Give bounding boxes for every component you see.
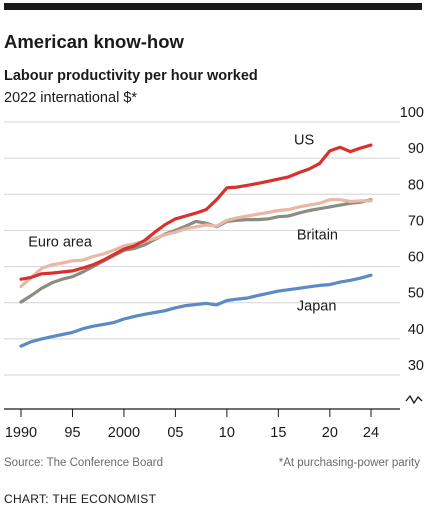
series-label-britain: Britain: [297, 227, 338, 243]
y-tick-label: 50: [408, 286, 424, 302]
y-tick-label: 70: [408, 213, 424, 229]
y-tick-label: 80: [408, 177, 424, 193]
series-line-euro-area: [19, 198, 373, 288]
series-lines: [19, 143, 373, 348]
axis-break-icon: [405, 394, 423, 405]
y-tick-label: 60: [408, 250, 424, 266]
x-tick-label: 10: [219, 425, 235, 441]
series-labels: US Euro area Britain Japan: [28, 132, 338, 314]
x-tick-label: 05: [167, 425, 183, 441]
y-tick-label: 90: [408, 141, 424, 157]
x-axis: 1990 95 2000 05 10 15 20 24: [4, 408, 400, 441]
x-tick-label: 1990: [5, 425, 37, 441]
x-tick-label: 95: [64, 425, 80, 441]
series-line-us: [19, 143, 373, 281]
chart-credit: CHART: THE ECONOMIST: [4, 492, 157, 506]
chart-subtitle: Labour productivity per hour worked: [4, 68, 258, 84]
series-label-japan: Japan: [297, 299, 337, 315]
x-tick-label: 24: [363, 425, 379, 441]
x-tick-label: 2000: [108, 425, 140, 441]
footnote: *At purchasing-power parity: [279, 457, 421, 469]
chart-title: American know-how: [4, 31, 184, 52]
series-line-britain: [19, 198, 373, 304]
y-tick-label: 30: [408, 358, 424, 374]
series-label-us: US: [294, 132, 314, 148]
top-rule: [4, 3, 422, 10]
x-tick-label: 15: [270, 425, 286, 441]
source-note: Source: The Conference Board: [4, 457, 163, 469]
series-label-euro-area: Euro area: [28, 235, 93, 251]
y-tick-label: 40: [408, 322, 424, 338]
y-axis-ticks: 30 40 50 60 70 80 90 100: [400, 105, 424, 374]
x-tick-label: 20: [322, 425, 338, 441]
unit-label: 2022 international $*: [4, 90, 137, 106]
axis-break-mark: [405, 394, 423, 405]
y-tick-label: 100: [400, 105, 424, 121]
series-line-japan: [19, 273, 373, 348]
